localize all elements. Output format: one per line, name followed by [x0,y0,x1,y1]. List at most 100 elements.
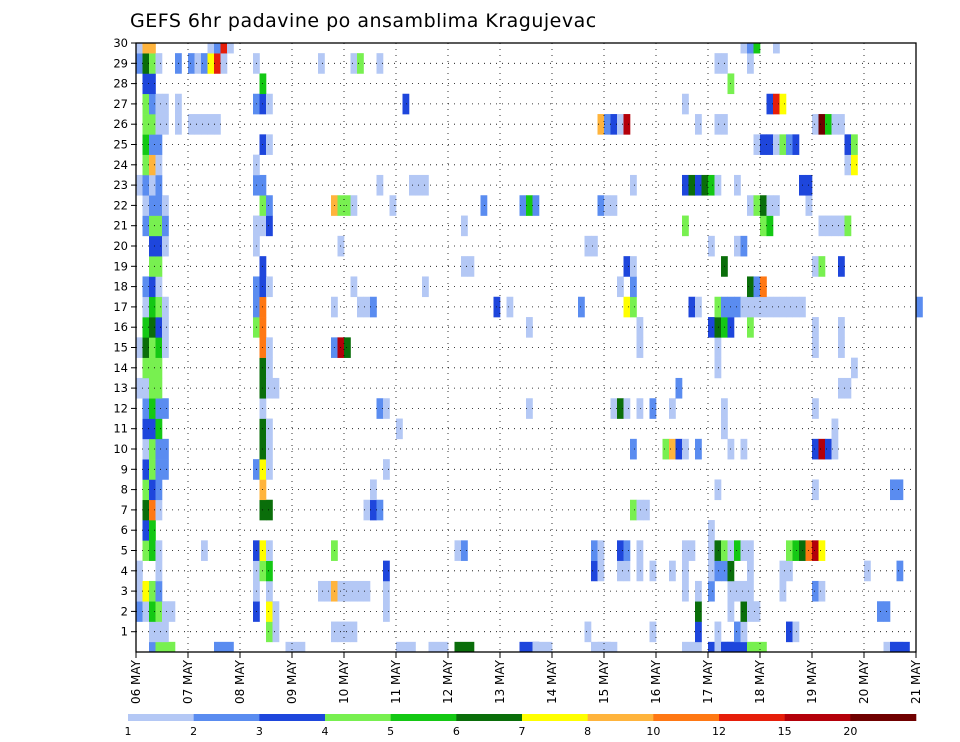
heat-cell [324,580,332,602]
heat-cell [714,337,722,358]
heat-cell [155,337,163,358]
heat-cell [734,235,741,257]
heat-cell [155,235,163,257]
heat-cell [597,560,605,582]
heat-cell [838,114,845,135]
heat-cell [383,398,390,419]
heat-cell [389,195,397,216]
heat-cell [864,560,871,582]
heat-cell [142,357,150,379]
heat-cell [779,580,787,602]
heat-cell [623,256,631,277]
heat-cell [714,621,722,643]
heat-cell [357,53,364,74]
heat-cell [155,195,163,216]
heat-cell [363,296,371,318]
heat-cell [370,296,377,318]
heat-cell [597,195,605,216]
y-tick-label: 14 [113,361,128,375]
heat-cell [318,53,325,74]
heat-cell [747,195,754,216]
y-tick-label: 24 [113,158,128,172]
heat-cell [136,560,143,582]
heat-cell [584,621,592,643]
heat-cell [370,499,377,521]
heat-cell [428,641,449,653]
heat-cell [838,337,845,358]
heat-cell [149,296,156,318]
heat-cell [136,53,143,74]
colorbar-swatch [522,714,588,721]
heat-cell [350,580,358,602]
heat-cell [142,377,150,399]
x-tick-label: 06 MAY [129,659,143,704]
heat-cell [383,560,390,582]
heat-cell [266,621,273,643]
heat-cell [149,398,156,419]
heat-cell [142,580,150,602]
heat-cell [266,215,273,237]
heat-cell [383,580,390,602]
heat-cell [714,296,722,318]
heat-cell [760,195,767,216]
heat-cell [604,114,611,135]
heat-cell [149,499,156,521]
heat-cell [617,540,624,561]
heat-cell [714,174,722,196]
heat-cell [149,317,156,338]
heat-cell [149,256,156,277]
heat-cell [370,479,377,501]
y-tick-label: 4 [121,564,128,578]
heat-cell [818,540,826,561]
heat-cell [532,641,553,653]
heat-cell [136,43,143,54]
heat-cell [844,154,852,176]
y-tick-label: 7 [121,503,128,517]
heat-cell [753,296,761,318]
heat-cell [266,459,273,480]
heat-cell [162,215,169,237]
colorbar-label: 6 [453,725,460,738]
heat-cell [838,377,845,399]
heat-cell [149,601,156,622]
colorbar-swatch [719,714,785,721]
heat-cell [480,195,488,216]
heat-cell [149,134,156,155]
heat-cell [162,398,169,419]
heat-cell [350,621,358,643]
heat-cell [812,256,819,277]
heat-cell [760,134,767,155]
heat-cell [688,540,696,561]
heat-cell [812,479,819,501]
heat-cell [201,53,208,74]
heat-cell [142,174,150,196]
heat-cell [669,560,676,582]
heat-cell [318,580,325,602]
heat-cell [753,276,761,298]
heat-cell [779,296,787,318]
heat-cell [149,235,156,257]
heat-cell [597,540,605,561]
heat-cell [149,337,156,358]
heat-cell [266,93,273,115]
heat-cell [149,276,156,298]
heat-cell [142,114,150,135]
heat-cell [779,134,787,155]
heat-cell [786,621,793,643]
heat-cell [162,195,169,216]
heat-cell [162,317,169,338]
heat-cell [149,418,156,440]
heat-cell [422,276,429,298]
heat-cell [526,195,533,216]
heat-cell [786,296,793,318]
heat-cell [454,641,475,653]
heat-cell [714,53,722,74]
heat-cell [838,317,845,338]
x-tick-label: 07 MAY [181,659,195,704]
heat-cell [461,256,468,277]
heat-cell [792,134,800,155]
heat-cell [506,296,514,318]
heat-cell [142,418,150,440]
heat-cell [610,398,618,419]
